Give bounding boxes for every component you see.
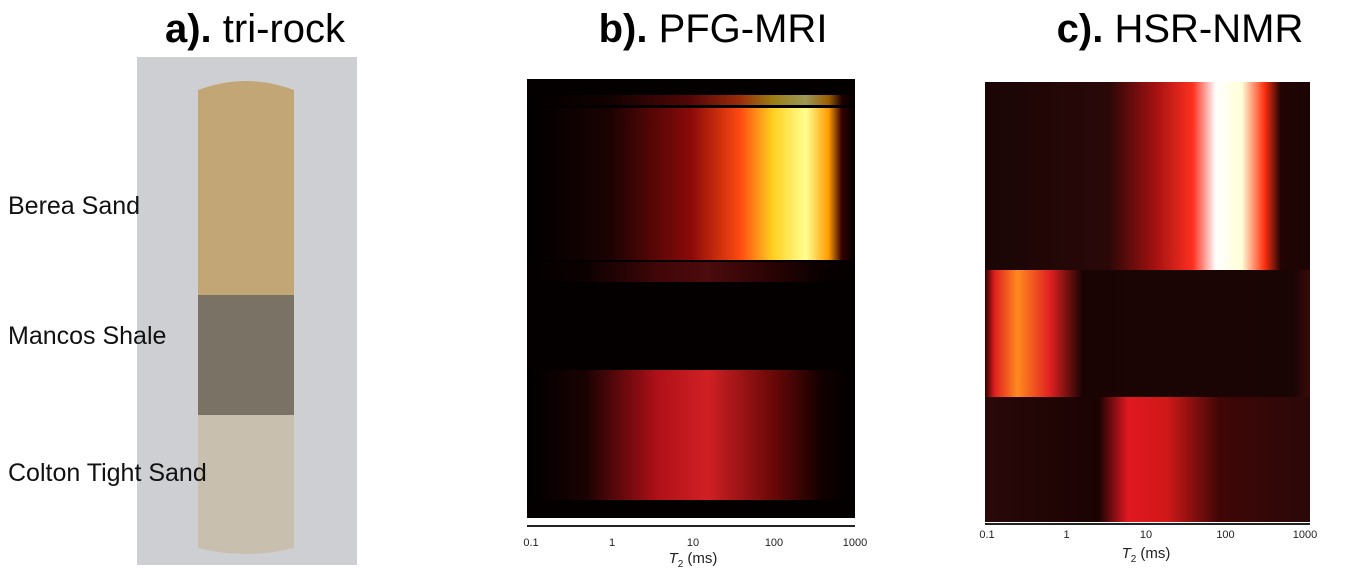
x-tick-label: 1000 <box>843 537 867 549</box>
axis-symbol: T <box>669 550 680 567</box>
panel-title: b). PFG-MRI <box>599 7 828 51</box>
x-tick-label: 0.1 <box>523 537 538 549</box>
sample-label: Colton Tight Sand <box>8 459 207 487</box>
x-tick-label: 1 <box>1063 529 1069 541</box>
heatmap-row <box>527 262 855 282</box>
axis-subscript: 2 <box>1131 554 1137 565</box>
x-axis-label: T2 (ms) <box>669 550 718 570</box>
sample-label: Mancos Shale <box>8 322 166 350</box>
heatmap-row <box>527 95 855 105</box>
x-tick-label: 10 <box>1140 529 1152 541</box>
panel-title: a). tri-rock <box>165 7 346 51</box>
x-tick-label: 10 <box>687 537 699 549</box>
colton-core <box>198 415 294 554</box>
x-tick-label: 1 <box>609 537 615 549</box>
axis-unit: (ms) <box>687 550 717 567</box>
heatmap-band <box>985 82 1310 270</box>
heatmap-band <box>985 270 1310 397</box>
x-tick-label: 100 <box>765 537 783 549</box>
heatmap-block <box>527 108 855 260</box>
panel-text: PFG-MRI <box>659 7 828 51</box>
shale-core <box>198 295 294 415</box>
heatmap-block <box>527 370 855 500</box>
panel-text: HSR-NMR <box>1114 7 1303 51</box>
sample-label: Berea Sand <box>8 192 140 220</box>
x-tick-label: 0.1 <box>979 529 994 541</box>
axis-unit: (ms) <box>1140 545 1170 562</box>
x-tick-label: 100 <box>1216 529 1234 541</box>
heatmap-band <box>985 397 1310 522</box>
berea-core <box>198 81 294 295</box>
x-tick-label: 1000 <box>1293 529 1317 541</box>
panel-label: b). <box>599 7 648 51</box>
panel-label: a). <box>165 7 212 51</box>
axis-subscript: 2 <box>678 559 684 570</box>
panel-label: c). <box>1057 7 1104 51</box>
axis-symbol: T <box>1122 545 1133 562</box>
panel-title: c). HSR-NMR <box>1057 7 1304 51</box>
panel-text: tri-rock <box>223 7 346 51</box>
x-axis-label: T2 (ms) <box>1122 545 1171 565</box>
